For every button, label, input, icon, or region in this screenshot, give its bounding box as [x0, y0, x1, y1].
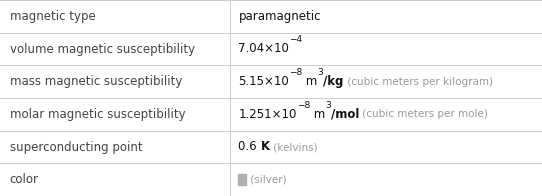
Text: K: K [261, 141, 270, 153]
Text: 3: 3 [318, 68, 324, 77]
Text: magnetic type: magnetic type [10, 10, 95, 23]
Text: 0.6: 0.6 [238, 141, 261, 153]
Text: −4: −4 [289, 35, 302, 44]
Text: mass magnetic susceptibility: mass magnetic susceptibility [10, 75, 182, 88]
Text: 1.251×10: 1.251×10 [238, 108, 297, 121]
Text: (kelvins): (kelvins) [270, 142, 318, 152]
Text: /kg: /kg [324, 75, 344, 88]
Text: 7.04×10: 7.04×10 [238, 43, 289, 55]
Text: m: m [310, 108, 325, 121]
Text: paramagnetic: paramagnetic [238, 10, 321, 23]
Text: (silver): (silver) [247, 175, 287, 185]
Text: −8: −8 [289, 68, 302, 77]
Text: (cubic meters per kilogram): (cubic meters per kilogram) [344, 77, 493, 87]
Text: molar magnetic susceptibility: molar magnetic susceptibility [10, 108, 185, 121]
Text: volume magnetic susceptibility: volume magnetic susceptibility [10, 43, 195, 55]
Text: −8: −8 [297, 101, 310, 110]
Text: 5.15×10: 5.15×10 [238, 75, 289, 88]
Text: (cubic meters per mole): (cubic meters per mole) [359, 109, 488, 119]
Text: /mol: /mol [331, 108, 359, 121]
Text: superconducting point: superconducting point [10, 141, 143, 153]
Text: m: m [302, 75, 318, 88]
Bar [238, 174, 246, 185]
Text: color: color [10, 173, 39, 186]
Text: 3: 3 [325, 101, 331, 110]
